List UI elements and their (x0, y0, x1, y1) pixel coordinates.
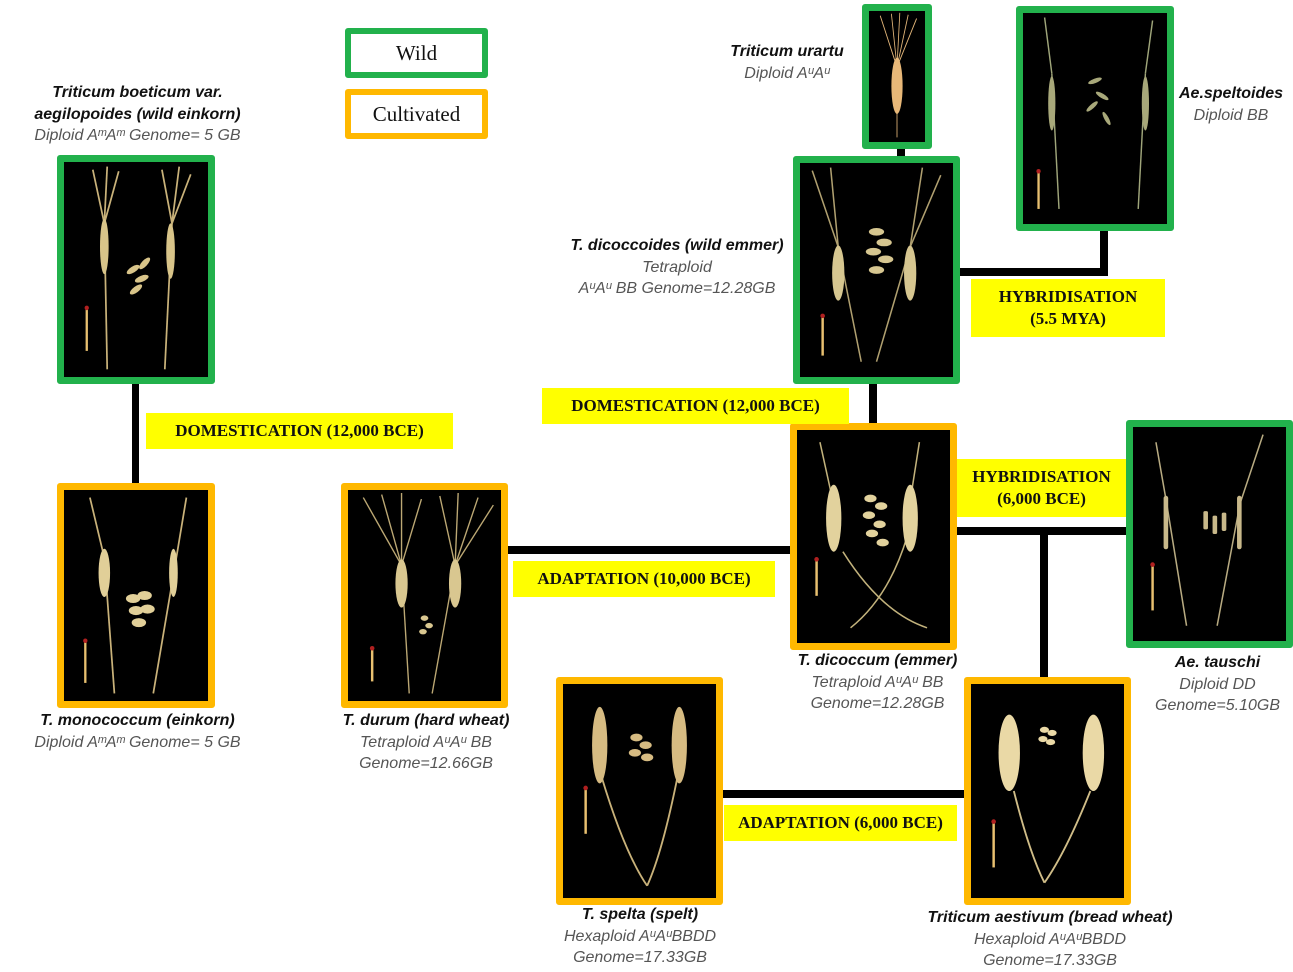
species-name: Ae.speltoides (1178, 85, 1284, 102)
event-hybridisation-5-5-mya: HYBRIDISATION (5.5 MYA) (971, 279, 1165, 337)
event-label: DOMESTICATION (12,000 BCE) (175, 421, 424, 440)
wheat-ear-image (362, 492, 494, 694)
event-adaptation-spelt: ADAPTATION (6,000 BCE) (724, 805, 957, 841)
wheat-ear-image (1150, 434, 1264, 626)
wheat-ear-image (583, 706, 687, 887)
label-einkorn: T. monococcum (einkorn) Diploid AᵐAᵐ Gen… (20, 710, 255, 753)
species-detail-line2: Genome=17.33GB (573, 949, 707, 966)
legend-cultivated-label: Cultivated (372, 101, 461, 126)
wheat-ear-image (811, 167, 942, 362)
photo-einkorn (57, 483, 215, 708)
event-label-line1: HYBRIDISATION (972, 467, 1111, 486)
species-detail-line1: Tetraploid AᵘAᵘ BB (360, 733, 492, 751)
event-label-line1: HYBRIDISATION (998, 287, 1138, 306)
label-tauschi: Ae. tauschi Diploid DD Genome=5.10GB (1150, 652, 1285, 717)
event-adaptation-durum: ADAPTATION (10,000 BCE) (513, 561, 775, 597)
species-detail: Diploid AᵐAᵐ Genome= 5 GB (34, 127, 241, 144)
species-name-line1: Triticum boeticum var. (52, 84, 223, 101)
photo-wild-emmer (793, 156, 960, 384)
wheat-ear-image (84, 166, 192, 370)
species-detail-line2: Genome=5.10GB (1155, 697, 1280, 714)
photo-hard-wheat (341, 483, 508, 708)
species-name: T. dicoccum (emmer) (797, 652, 958, 669)
connector-urartu-to-wild-emmer (897, 146, 905, 160)
species-name: T. durum (hard wheat) (342, 712, 510, 729)
connector-spelt-to-bread-wheat (720, 790, 968, 798)
legend-wild-label: Wild (395, 40, 438, 65)
label-spelt: T. spelta (spelt) Hexaploid AᵘAᵘBBDD Gen… (540, 904, 740, 969)
event-label: DOMESTICATION (12,000 BCE) (571, 396, 820, 415)
wheat-ear-image (879, 12, 917, 138)
species-detail: Diploid AᵘAᵘ (744, 64, 830, 82)
label-wild-emmer: T. dicoccoides (wild emmer) Tetraploid A… (568, 235, 786, 300)
wheat-ear-image (1036, 17, 1154, 209)
species-name: Triticum aestivum (bread wheat) (927, 909, 1173, 926)
wheat-ear-image (814, 442, 928, 629)
label-speltoides: Ae.speltoides Diploid BB (1172, 83, 1290, 126)
species-detail-line1: Hexaploid AᵘAᵘBBDD (563, 927, 717, 945)
photo-speltoides (1016, 6, 1174, 231)
species-detail-line1: Hexaploid AᵘAᵘBBDD (973, 930, 1127, 948)
photo-emmer (790, 423, 957, 650)
species-detail-line1: Tetraploid AᵘAᵘ BB (811, 673, 944, 691)
species-detail-line1: Tetraploid (642, 258, 712, 276)
connector-hybrid-to-bread-wheat (1040, 531, 1048, 681)
event-label: ADAPTATION (6,000 BCE) (738, 813, 943, 832)
species-detail-line2: Genome=17.33GB (983, 952, 1117, 969)
legend-wild: Wild (345, 28, 488, 78)
connector-wild-emmer-to-emmer (869, 382, 877, 426)
photo-tauschi (1126, 420, 1293, 648)
species-detail: Diploid BB (1193, 106, 1269, 124)
species-detail-line2: Genome=12.28GB (810, 695, 945, 712)
photo-urartu (862, 4, 932, 149)
species-name-line2: aegilopoides (wild einkorn) (34, 105, 241, 123)
connector-speltoides-horizontal (958, 268, 1108, 276)
species-detail: Diploid AᵐAᵐ Genome= 5 GB (34, 733, 241, 751)
connector-durum-to-emmer (506, 546, 794, 554)
legend-cultivated: Cultivated (345, 89, 488, 139)
label-bread-wheat: Triticum aestivum (bread wheat) Hexaploi… (915, 907, 1185, 972)
label-hard-wheat: T. durum (hard wheat) Tetraploid AᵘAᵘ BB… (326, 710, 526, 775)
event-hybridisation-6000-bce: HYBRIDISATION (6,000 BCE) (957, 459, 1126, 517)
species-name: T. dicoccoides (wild emmer) (570, 237, 784, 254)
event-label-line2: (5.5 MYA) (1030, 309, 1106, 328)
species-detail-line1: Diploid DD (1179, 675, 1256, 693)
event-label: ADAPTATION (10,000 BCE) (537, 569, 751, 588)
label-emmer: T. dicoccum (emmer) Tetraploid AᵘAᵘ BB G… (780, 650, 975, 715)
species-name: Ae. tauschi (1174, 654, 1261, 671)
photo-bread-wheat (964, 677, 1131, 905)
species-name: Triticum urartu (730, 43, 844, 60)
photo-wild-einkorn (57, 155, 215, 384)
label-urartu: Triticum urartu Diploid AᵘAᵘ (722, 41, 852, 84)
label-wild-einkorn: Triticum boeticum var. aegilopoides (wil… (20, 82, 255, 147)
species-detail-line2: Genome=12.66GB (359, 755, 493, 772)
species-name: T. spelta (spelt) (581, 906, 699, 923)
species-name: T. monococcum (einkorn) (40, 712, 235, 729)
connector-speltoides-vertical (1100, 228, 1108, 276)
connector-wild-einkorn-to-einkorn (132, 382, 139, 486)
event-label-line2: (6,000 BCE) (997, 489, 1086, 508)
event-domestication-emmer: DOMESTICATION (12,000 BCE) (542, 388, 849, 424)
wheat-ear-image (83, 497, 188, 694)
species-detail-line2: AᵘAᵘ BB Genome=12.28GB (578, 280, 776, 297)
photo-spelt (556, 677, 723, 905)
event-domestication-einkorn: DOMESTICATION (12,000 BCE) (146, 413, 453, 449)
wheat-ear-image (991, 714, 1105, 884)
